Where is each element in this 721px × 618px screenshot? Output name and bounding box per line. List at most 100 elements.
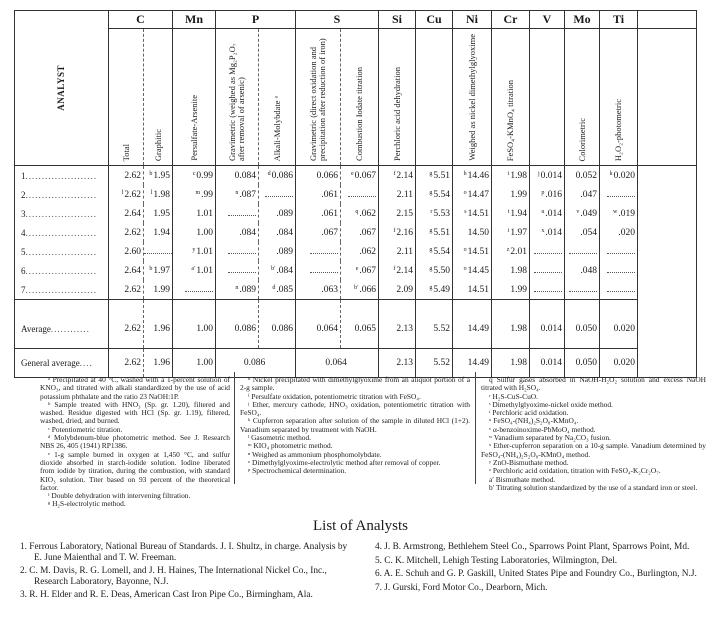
table-cell — [215, 242, 259, 261]
average-value: 0.014 — [529, 299, 565, 349]
table-cell — [529, 280, 565, 300]
cell-value: .048 — [580, 265, 598, 276]
analyst-number: 5 — [21, 246, 26, 257]
cell-value: 2.11 — [396, 189, 414, 200]
cell-value: 0.014 — [540, 170, 563, 181]
general-average-value: 0.050 — [564, 348, 600, 378]
table-cell: x.014 — [529, 223, 565, 242]
method-header: Colorimetric — [576, 117, 587, 161]
element-header-v: V — [529, 10, 565, 29]
leader-dots: ...................... — [25, 265, 97, 276]
table-cell: k0.020 — [599, 165, 638, 185]
method-header-cell: Gravimetric (weighed as Mg₂P₂O₇ after re… — [215, 28, 259, 166]
table-row: 7...................... 2.62 1.99 n.089 d.08… — [14, 280, 698, 300]
footnote: ᶠ Double dehydration with intervening fi… — [48, 491, 191, 501]
average-value: 0.020 — [599, 299, 638, 349]
empty-cell-leader — [144, 252, 172, 254]
footnote: ᵈ Molybdenum-blue photometric method. Se… — [40, 433, 230, 451]
footnote: b′ Titrating solution standardized by th… — [489, 482, 698, 492]
table-cell: f2.14 — [378, 165, 416, 185]
cell-value: 2.62 — [124, 170, 141, 181]
cell-value: .085 — [276, 284, 294, 295]
table-cell: 2.62 — [108, 223, 144, 242]
method-header-cell: Perchloric acid dehydration — [378, 28, 416, 166]
table-cell — [599, 261, 638, 280]
footnote: q Sulfur gases absorbed in NaOH-H₂O₂ sol… — [481, 375, 706, 393]
method-header-cell — [415, 28, 453, 166]
footnote: ˡ Gasometric method. — [248, 433, 312, 443]
table-cell: o14.47 — [452, 185, 492, 204]
footnote: ᵉ 1-g sample burned in oxygen at 1,450 °… — [40, 449, 230, 492]
analysts-list-left: 1. Ferrous Laboratory, National Bureau o… — [20, 542, 350, 604]
cell-value: 1.99 — [510, 284, 528, 295]
average-value: 0.050 — [564, 299, 600, 349]
cell-value: .014 — [545, 208, 563, 219]
blank-cell — [637, 165, 698, 185]
element-header-cu: Cu — [415, 10, 453, 29]
cell-value: .061 — [321, 208, 339, 219]
footnote-divider — [475, 372, 476, 484]
table-cell: v.049 — [564, 204, 600, 223]
general-average-value: 2.62 — [108, 348, 144, 378]
footnote-marker: n — [235, 284, 239, 291]
cell-value: 2.64 — [124, 208, 141, 219]
blank-cell — [637, 204, 698, 223]
element-header-mo: Mo — [564, 10, 600, 29]
footnote: ᵖ Spectrochemical determination. — [248, 466, 347, 476]
footnotes-column-1: ᵃ Precipitated at 40 °C, washed with a 1… — [40, 375, 230, 509]
cell-value: 1.01 — [196, 246, 214, 257]
footnote-marker: f — [393, 227, 396, 234]
table-cell: 1.99 — [142, 280, 173, 300]
table-cell: .048 — [564, 261, 600, 280]
cell-value: 2.11 — [396, 246, 414, 257]
cell-value: 1.99 — [153, 284, 171, 295]
footnote: ʳ H₂S-CuS-CuO. — [489, 391, 538, 401]
footnote: ᵐ KIO₄ photometric method. — [248, 441, 333, 451]
footnote: ᵛ α-benzoinoxime-PbMoO₄ method. — [489, 424, 596, 434]
table-cell: 1.99 — [491, 185, 530, 204]
table-row: 4...................... 2.62 1.94 1.00 .084.… — [14, 223, 698, 242]
empty-cell-leader — [228, 271, 257, 273]
cell-value: 5.53 — [433, 208, 451, 219]
leader-dots: ............ — [50, 324, 90, 334]
cell-value: 2.60 — [124, 246, 141, 257]
general-average-value: 14.49 — [452, 348, 492, 378]
analyst-label: 1...................... — [14, 165, 109, 185]
table-cell: z2.01 — [491, 242, 530, 261]
general-average-value: 2.13 — [378, 348, 416, 378]
footnote-divider — [234, 372, 235, 484]
footnote-marker: f — [393, 170, 396, 177]
empty-cell-leader — [310, 252, 339, 254]
footnote: ʲ Ether, mercury cathode, HNO₃ oxidation… — [240, 399, 470, 418]
analyst-label: 2...................... — [14, 185, 109, 204]
table-cell: 1.99 — [491, 280, 530, 300]
empty-cell-leader — [534, 271, 563, 273]
general-average-value: 1.00 — [172, 348, 216, 378]
table-cell: .089 — [258, 204, 296, 223]
table-cell: y1.01 — [172, 242, 216, 261]
table-cell: 0.066 — [295, 165, 341, 185]
leader-dots: ...................... — [25, 246, 97, 257]
table-cell: 2.60 — [108, 242, 144, 261]
average-row: Average............ 2.62 1.96 1.00 0.086 0.08… — [14, 299, 698, 349]
cell-value: 2.09 — [396, 284, 414, 295]
table-cell: .047 — [564, 185, 600, 204]
footnote-marker: y — [192, 246, 196, 253]
table-cell — [564, 242, 600, 261]
table-cell: 0.084 — [215, 165, 259, 185]
cell-value: .089 — [276, 208, 294, 219]
element-header-mn: Mn — [172, 10, 216, 29]
cell-value: 1.98 — [510, 170, 528, 181]
table-cell: w.019 — [599, 204, 638, 223]
footnote-marker: b′ — [354, 284, 359, 291]
analyst-number: 3 — [21, 208, 26, 219]
leader-dots: ...................... — [25, 284, 97, 295]
empty-cell-leader — [265, 195, 294, 197]
general-average-value: 0.014 — [529, 348, 565, 378]
method-header — [432, 157, 436, 165]
footnote: ʸ ZnO-Bismuthate method. — [489, 457, 569, 467]
footnote-marker: d — [267, 170, 271, 177]
table-cell: 2.11 — [378, 242, 416, 261]
footnote-marker: x — [541, 227, 545, 234]
table-cell: b′.084 — [258, 261, 296, 280]
